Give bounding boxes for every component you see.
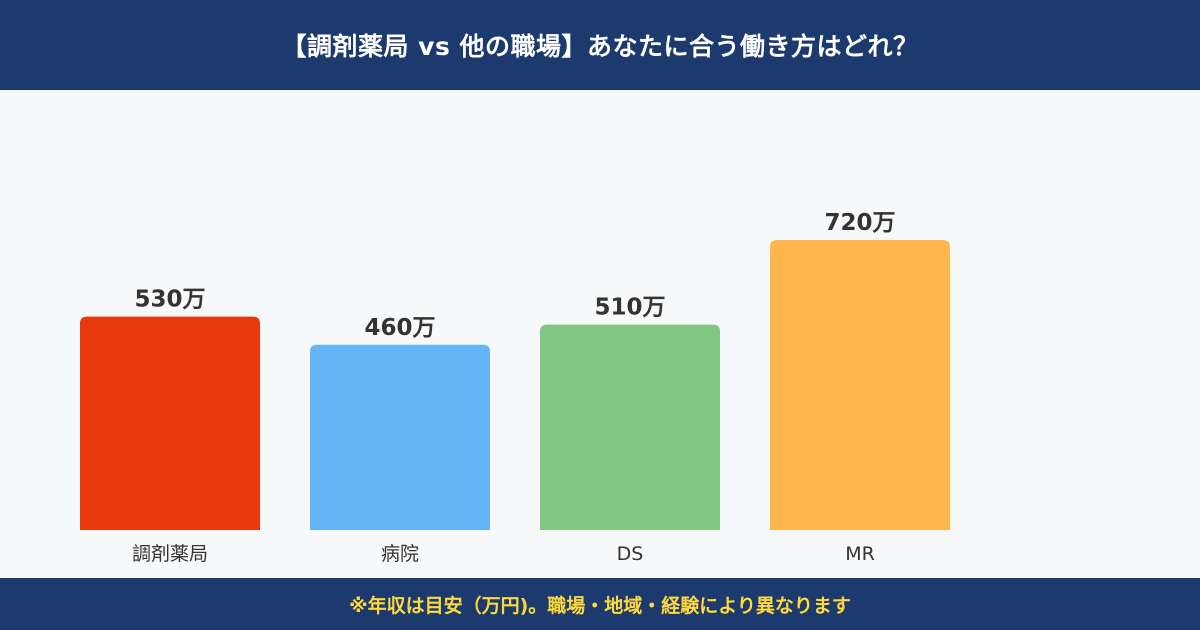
bar-value-label: 720万 [824, 210, 895, 236]
bar-value-label: 460万 [364, 315, 435, 341]
bar-chart: 530万調剤薬局 460万病院 510万 DS 720万 MR [0, 90, 1200, 578]
footer-banner: ※年収は目安（万円)。職場・地域・経験により異なります [0, 578, 1200, 630]
category-label: DS [617, 543, 644, 565]
bar-1 [310, 344, 490, 530]
footer-note: ※年収は目安（万円)。職場・地域・経験により異なります [349, 594, 851, 617]
category-label: MR [845, 543, 875, 565]
page-title: 【調剤薬局 vs 他の職場】あなたに合う働き方はどれ？ [281, 32, 919, 61]
category-label: 調剤薬局 [132, 543, 208, 565]
category-label: 病院 [381, 543, 419, 565]
bar-2 [540, 324, 720, 530]
bar-3 [770, 240, 950, 530]
bar-0 [80, 316, 260, 530]
bar-value-label: 530万 [134, 287, 205, 313]
bar-value-label: 510万 [594, 295, 665, 321]
chart-title-banner: 【調剤薬局 vs 他の職場】あなたに合う働き方はどれ？ [0, 0, 1200, 90]
